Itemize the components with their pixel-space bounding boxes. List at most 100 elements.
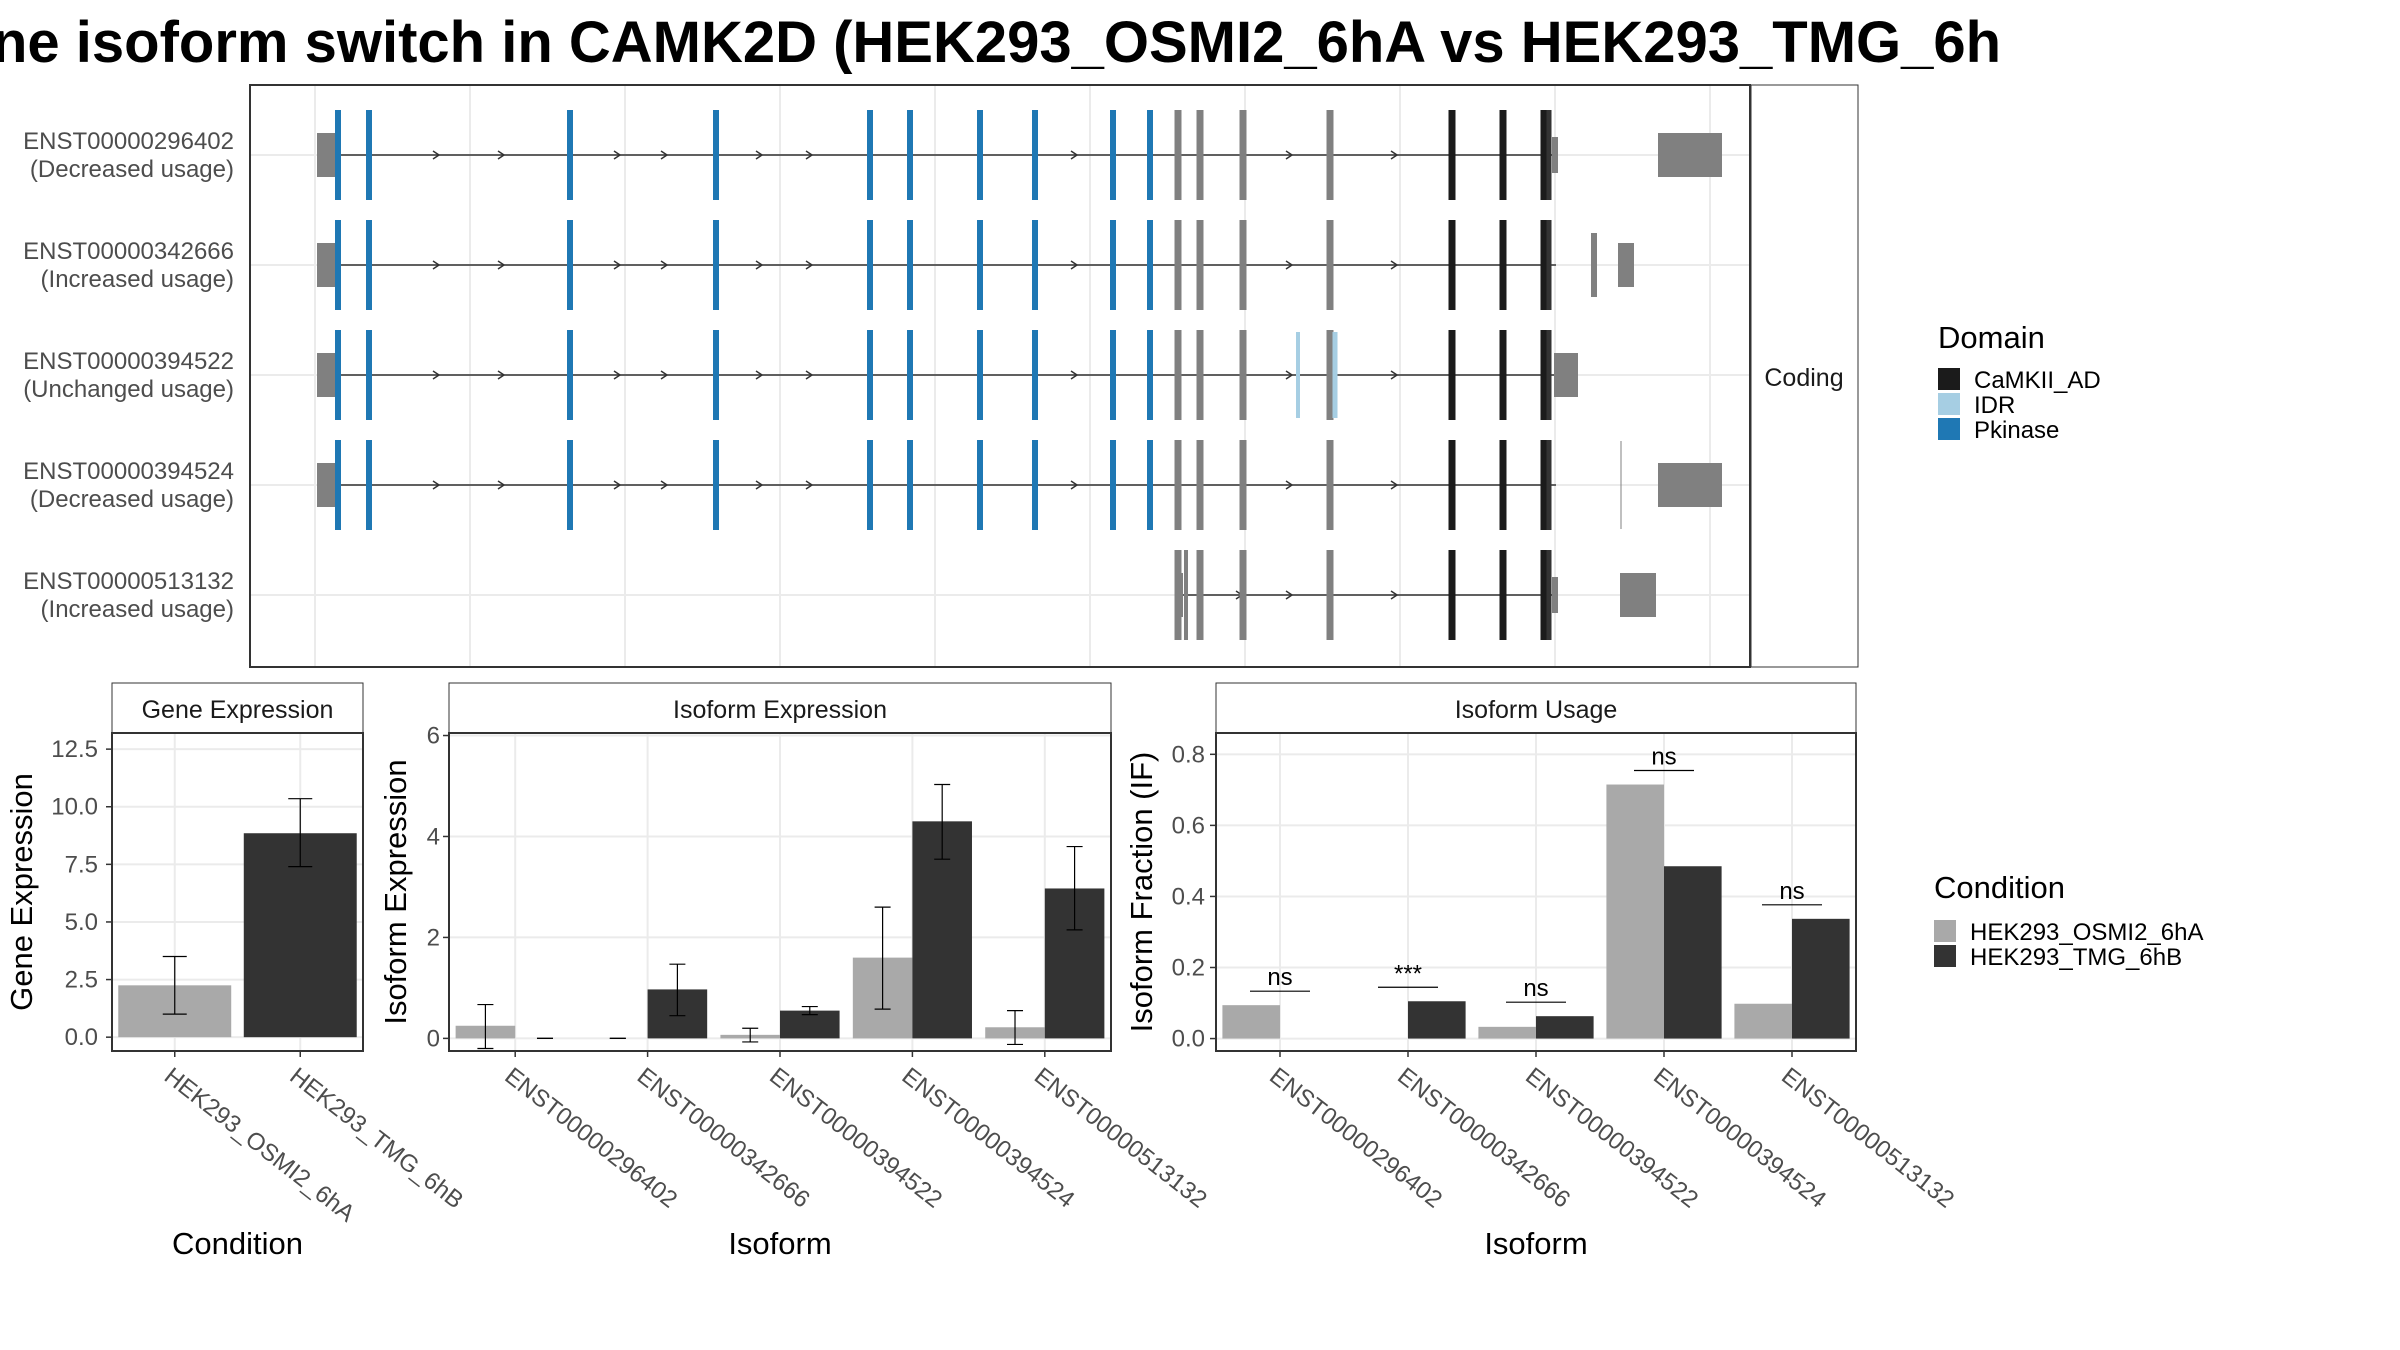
panel-border (1215, 732, 1857, 1052)
exon (713, 220, 719, 310)
exon (1448, 110, 1456, 200)
exon (1147, 110, 1153, 200)
exon (1448, 550, 1456, 640)
exon (1499, 220, 1507, 310)
strand-arrow (755, 370, 764, 380)
exon (1110, 330, 1116, 420)
isoform-status-label: (Increased usage) (41, 596, 234, 623)
exon (1239, 330, 1247, 420)
legend-label-pkinase: Pkinase (1974, 417, 2059, 444)
strand-arrow (1070, 260, 1079, 270)
y-tick-label: 0.0 (65, 1024, 98, 1051)
exon (1326, 110, 1334, 200)
y-tick-label: 0.0 (1172, 1026, 1205, 1053)
exon (317, 243, 337, 287)
exon (1618, 243, 1634, 287)
strand-arrow (805, 480, 814, 490)
exon (1110, 110, 1116, 200)
exon (1147, 220, 1153, 310)
condition-legend-title: Condition (1934, 870, 2065, 905)
strand-arrow (497, 480, 506, 490)
exon (1448, 330, 1456, 420)
y-axis-title: Isoform Expression (378, 759, 413, 1024)
exon (1332, 332, 1338, 418)
exon (1554, 353, 1578, 397)
isoform-track: ENST00000394524(Decreased usage) (23, 440, 1722, 530)
isoform-id-label: ENST00000342666 (23, 238, 234, 265)
legend-label-camkii-ad: CaMKII_AD (1974, 367, 2101, 394)
exon (335, 330, 341, 420)
exon (1032, 440, 1038, 530)
exon (713, 440, 719, 530)
exon (1658, 463, 1722, 507)
exon (1196, 440, 1204, 530)
strand-arrow (613, 260, 622, 270)
exon (317, 353, 337, 397)
significance-label: ns (1779, 878, 1804, 905)
exon (567, 110, 573, 200)
isoform-status-label: (Decreased usage) (30, 486, 234, 513)
legend-key-pkinase (1938, 418, 1960, 440)
strand-arrow (1390, 260, 1399, 270)
exon (1448, 220, 1456, 310)
bar (1222, 1005, 1280, 1039)
domain-legend-title: Domain (1938, 320, 2045, 355)
exon (1499, 110, 1507, 200)
y-axis-title: Isoform Fraction (IF) (1124, 752, 1159, 1033)
isoform-track: ENST00000394522(Unchanged usage) (23, 330, 1578, 420)
exon (713, 110, 719, 200)
exon (1239, 110, 1247, 200)
isoform-track: ENST00000342666(Increased usage) (23, 220, 1634, 310)
panel-border (111, 732, 364, 1052)
x-axis-title: Condition (172, 1226, 303, 1261)
y-tick-label: 7.5 (65, 851, 98, 878)
panel-strip (1215, 682, 1857, 734)
bar (1478, 1026, 1536, 1039)
exon (907, 220, 913, 310)
exon (1239, 220, 1247, 310)
exon (867, 220, 873, 310)
strand-arrow (755, 480, 764, 490)
exon (867, 330, 873, 420)
y-tick-label: 2 (427, 924, 440, 951)
y-tick-label: 0.6 (1172, 812, 1205, 839)
domain-legend: Domain CaMKII_AD IDR Pkinase (1938, 320, 2101, 444)
exon (1620, 573, 1656, 617)
exon (977, 440, 983, 530)
facet-strip (1750, 84, 1859, 668)
y-tick-label: 6 (427, 723, 440, 750)
exon (1326, 550, 1334, 640)
exon (1147, 440, 1153, 530)
exon (1174, 550, 1182, 640)
isoform-id-label: ENST00000394522 (23, 348, 234, 375)
strand-arrow (1390, 150, 1399, 160)
exon (713, 330, 719, 420)
exon (1196, 220, 1204, 310)
panel-border (448, 732, 1112, 1052)
y-tick-label: 0 (427, 1025, 440, 1052)
exon (1296, 332, 1300, 418)
exon (1658, 133, 1722, 177)
exon (335, 220, 341, 310)
bar (1792, 918, 1850, 1039)
isoform-status-label: (Increased usage) (41, 266, 234, 293)
x-axis-title: Isoform (728, 1226, 831, 1261)
legend-label-osmi: HEK293_OSMI2_6hA (1970, 919, 2203, 946)
isoform-id-label: ENST00000296402 (23, 128, 234, 155)
strand-arrow (1285, 150, 1294, 160)
strand-arrow (755, 150, 764, 160)
exon (317, 133, 337, 177)
exon (1499, 440, 1507, 530)
exon (1239, 440, 1247, 530)
strand-arrow (1390, 480, 1399, 490)
isoform-status-label: (Unchanged usage) (23, 376, 234, 403)
exon (1591, 233, 1597, 297)
exon (1546, 220, 1552, 310)
isoform-status-label: (Decreased usage) (30, 156, 234, 183)
exon (1546, 440, 1552, 530)
exon (977, 220, 983, 310)
exon (1239, 550, 1247, 640)
isoform-id-label: ENST00000513132 (23, 568, 234, 595)
exon (1032, 330, 1038, 420)
